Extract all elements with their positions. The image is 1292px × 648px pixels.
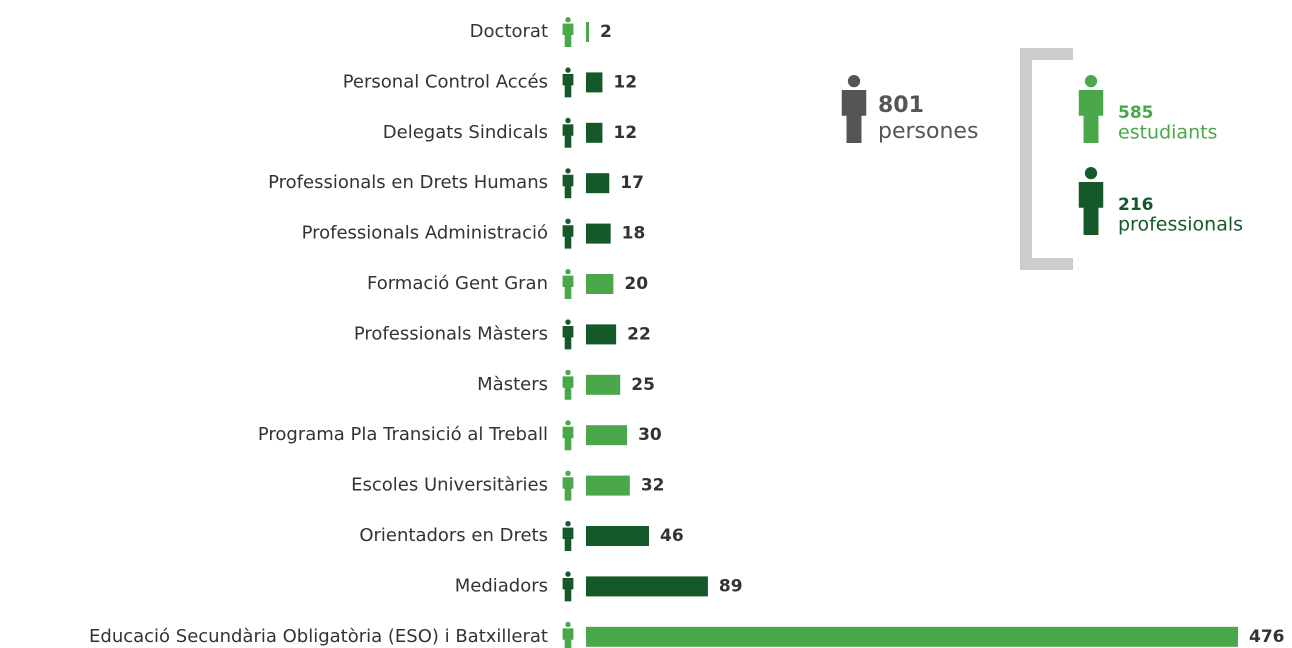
person-icon [562,376,574,400]
person-icon [562,527,574,551]
value-label: 2 [600,22,612,42]
category-label: Doctorat [470,21,548,42]
person-icon [847,75,861,88]
person-icon [562,326,574,350]
person-icon [562,23,574,47]
person-icon [562,426,574,451]
value-label: 25 [631,375,655,395]
total-count: 801 [878,93,924,118]
legend-total: 585 [1118,103,1154,123]
bar [586,576,708,597]
category-label: Professionals en Drets Humans [268,172,548,193]
bar [586,324,617,345]
legend-name: estudiants [1118,122,1217,144]
value-label: 20 [624,274,648,294]
person-icon [565,369,571,376]
person-icon [1078,181,1104,235]
person-icon [562,124,574,148]
person-icon [562,628,574,648]
legend-name: professionals [1118,214,1243,236]
bar [586,122,603,143]
person-icon [841,89,867,143]
category-label: Orientadors en Drets [359,525,548,546]
bar [586,626,1238,647]
value-label: 17 [620,173,644,193]
bar [586,526,650,546]
category-label: Professionals Màsters [354,323,548,344]
bar [586,173,610,194]
category-label: Escoles Universitàries [351,475,548,496]
bar [586,274,614,294]
person-icon [562,174,574,199]
category-label: Mediadors [455,575,548,596]
bar [586,22,589,42]
bar [586,475,630,496]
person-icon [565,319,571,325]
category-label: Educació Secundària Obligatòria (ESO) i … [89,626,548,647]
category-label: Professionals Administració [302,223,548,244]
value-label: 18 [622,224,646,244]
person-icon [565,218,571,224]
person-icon [565,470,571,476]
value-label: 12 [613,123,637,143]
person-icon [562,578,574,602]
value-label: 12 [613,72,637,92]
person-icon [562,225,574,249]
category-label: Programa Pla Transició al Treball [258,424,548,445]
person-icon [565,621,571,628]
total-label: persones [878,119,978,144]
bar [586,374,621,395]
value-label: 46 [660,526,684,546]
value-label: 22 [627,324,651,344]
person-icon [565,571,571,577]
category-label: Formació Gent Gran [367,273,548,294]
person-icon [565,521,571,527]
person-icon [565,17,571,23]
category-label: Delegats Sindicals [383,122,548,143]
person-icon [565,168,571,174]
bar [586,72,603,93]
person-icon [565,67,571,73]
person-icon [562,74,574,98]
value-label: 32 [641,476,665,496]
person-icon [1078,89,1104,143]
category-label: Màsters [477,374,548,395]
legend-total: 216 [1118,195,1154,215]
person-icon [565,269,571,275]
person-icon [562,275,574,299]
value-label: 30 [638,425,662,445]
value-label: 476 [1249,627,1285,647]
bar [586,223,611,244]
person-icon [565,420,571,426]
person-icon [1084,75,1098,88]
bar [586,425,628,446]
person-icon [562,477,574,501]
bracket [1020,48,1073,270]
person-icon [565,117,571,124]
person-icon [1084,167,1098,180]
value-label: 89 [719,576,743,596]
category-label: Personal Control Accés [343,71,548,92]
